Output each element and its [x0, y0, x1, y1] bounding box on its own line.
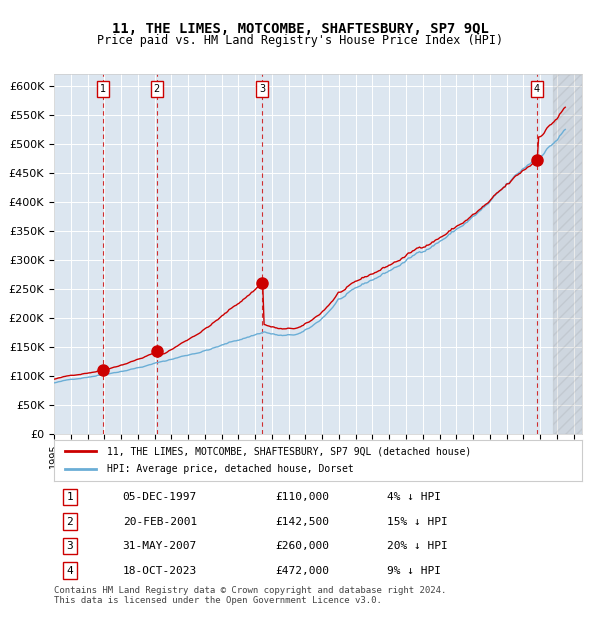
Text: £472,000: £472,000 [276, 565, 330, 575]
Text: £260,000: £260,000 [276, 541, 330, 551]
Text: 05-DEC-1997: 05-DEC-1997 [122, 492, 197, 502]
Text: 18-OCT-2023: 18-OCT-2023 [122, 565, 197, 575]
Text: 4: 4 [67, 565, 73, 575]
Text: £142,500: £142,500 [276, 516, 330, 526]
Text: 11, THE LIMES, MOTCOMBE, SHAFTESBURY, SP7 9QL (detached house): 11, THE LIMES, MOTCOMBE, SHAFTESBURY, SP… [107, 446, 471, 456]
Text: Price paid vs. HM Land Registry's House Price Index (HPI): Price paid vs. HM Land Registry's House … [97, 34, 503, 47]
Text: 1: 1 [67, 492, 73, 502]
Text: Contains HM Land Registry data © Crown copyright and database right 2024.
This d: Contains HM Land Registry data © Crown c… [54, 586, 446, 605]
Text: 11, THE LIMES, MOTCOMBE, SHAFTESBURY, SP7 9QL: 11, THE LIMES, MOTCOMBE, SHAFTESBURY, SP… [112, 22, 488, 36]
Text: 31-MAY-2007: 31-MAY-2007 [122, 541, 197, 551]
Text: 15% ↓ HPI: 15% ↓ HPI [386, 516, 448, 526]
Text: £110,000: £110,000 [276, 492, 330, 502]
Text: 3: 3 [259, 84, 265, 94]
Text: 2: 2 [67, 516, 73, 526]
Text: 4: 4 [533, 84, 539, 94]
Text: 9% ↓ HPI: 9% ↓ HPI [386, 565, 440, 575]
Text: 1: 1 [100, 84, 106, 94]
Text: 20-FEB-2001: 20-FEB-2001 [122, 516, 197, 526]
Text: 4% ↓ HPI: 4% ↓ HPI [386, 492, 440, 502]
Text: HPI: Average price, detached house, Dorset: HPI: Average price, detached house, Dors… [107, 464, 353, 474]
Bar [553, 74, 582, 434]
Text: 3: 3 [67, 541, 73, 551]
Text: 20% ↓ HPI: 20% ↓ HPI [386, 541, 448, 551]
Text: 2: 2 [154, 84, 160, 94]
